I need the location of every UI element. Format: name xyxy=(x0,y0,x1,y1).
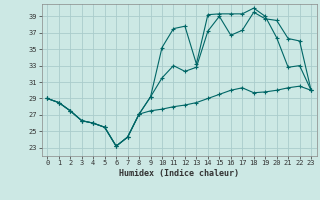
X-axis label: Humidex (Indice chaleur): Humidex (Indice chaleur) xyxy=(119,169,239,178)
